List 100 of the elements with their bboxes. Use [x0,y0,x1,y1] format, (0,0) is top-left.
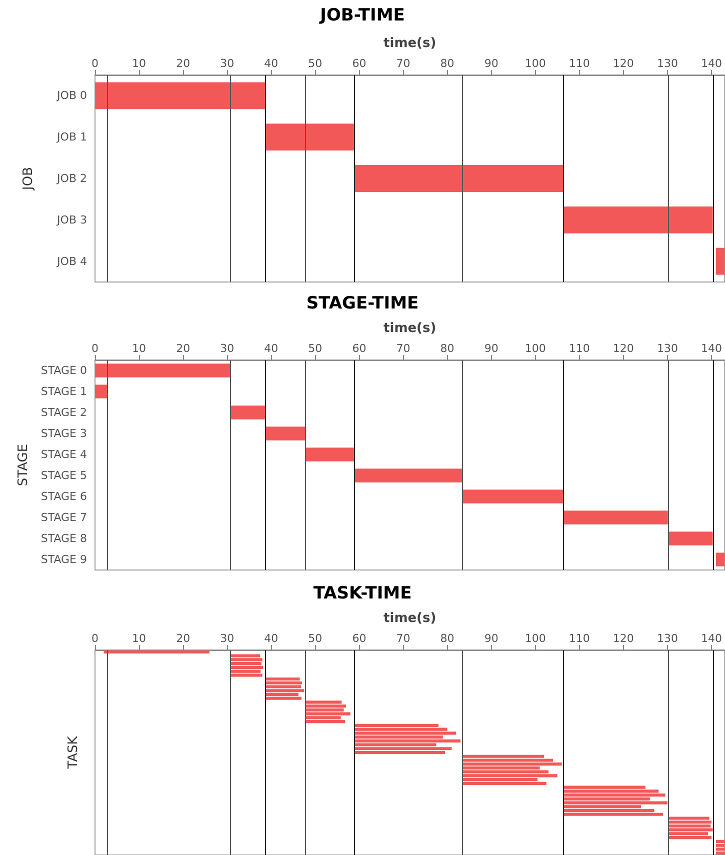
x-tick-label: 140 [701,57,722,70]
bar [716,248,725,275]
x-tick-label: 110 [568,342,590,355]
bar [716,852,725,855]
x-tick-label: 120 [612,57,634,70]
x-tick-label: 130 [656,342,678,355]
y-axis-title: STAGE [16,444,31,486]
x-tick-label: 0 [92,632,98,645]
x-tick-label: 130 [656,57,678,70]
x-tick-label: 50 [308,632,322,645]
x-tick-label: 60 [352,632,366,645]
bar [668,820,712,824]
bar [305,704,346,708]
x-tick-label: 120 [612,342,634,355]
x-tick-label: 70 [396,342,410,355]
y-tick-label: STAGE 9 [40,553,87,566]
x-tick-label: 60 [352,57,366,70]
x-tick-label: 10 [132,342,146,355]
x-tick-label: 80 [440,632,454,645]
bar [265,681,302,684]
x-tick-label: 40 [264,342,278,355]
x-tick-label: 130 [656,632,678,645]
bar [462,782,546,785]
x-axis-title: time(s) [384,321,436,336]
y-axis-title: JOB [21,167,36,191]
y-tick-label: JOB 2 [56,172,87,185]
x-tick-label: 30 [220,57,234,70]
bar [305,712,350,716]
x-tick-label: 20 [176,342,190,355]
bar [265,696,302,700]
y-tick-label: JOB 3 [56,213,87,226]
bar [354,165,564,192]
x-tick-label: 40 [264,632,278,645]
bar [668,816,710,820]
x-tick-label: 100 [524,342,546,355]
bar [265,685,302,688]
bar [230,654,260,658]
y-tick-label: STAGE 1 [40,385,87,398]
bar [265,124,354,151]
bar [230,406,266,420]
y-tick-label: STAGE 4 [40,448,87,461]
bar [265,677,300,681]
x-tick-label: 0 [92,57,98,70]
y-tick-label: STAGE 8 [40,532,87,545]
x-tick-label: 40 [264,57,278,70]
bar [563,812,664,816]
bar [354,732,456,735]
x-tick-label: 70 [396,57,410,70]
x-tick-label: 100 [524,57,546,70]
x-tick-label: 30 [220,342,234,355]
y-tick-label: STAGE 7 [40,511,87,524]
bar [563,801,668,804]
y-tick-label: STAGE 2 [40,406,87,419]
y-tick-label: STAGE 0 [40,364,87,377]
bar [563,794,666,797]
x-tick-label: 30 [220,632,234,645]
bar [668,836,712,840]
bar [462,762,562,766]
x-tick-label: 90 [484,632,498,645]
bar [265,426,306,440]
y-tick-label: STAGE 3 [40,427,87,440]
bar [305,700,342,704]
chart-title: STAGE-TIME [306,294,419,314]
x-tick-label: 140 [701,632,722,645]
bar [95,82,266,110]
bar [265,689,304,692]
x-tick-label: 20 [176,57,190,70]
bar [104,650,210,654]
x-axis-title: time(s) [384,36,436,51]
x-tick-label: 20 [176,632,190,645]
bar [230,670,261,673]
bar [716,848,725,851]
x-tick-label: 80 [440,342,454,355]
y-tick-label: JOB 1 [56,130,87,144]
y-tick-label: STAGE 6 [40,490,87,503]
bar [563,206,713,234]
bar [230,666,264,669]
bar [354,468,463,482]
x-tick-label: 90 [484,342,498,355]
x-tick-label: 110 [568,632,590,645]
chart-title: JOB-TIME [319,6,405,26]
x-tick-label: 60 [352,342,366,355]
bar [305,720,346,724]
bar [462,490,564,504]
bar [95,364,231,378]
x-tick-label: 50 [308,57,322,70]
bar [668,532,713,546]
x-tick-label: 110 [568,57,590,70]
bar [354,747,452,750]
bar [354,739,460,742]
x-tick-label: 10 [132,632,146,645]
x-tick-label: 120 [612,632,634,645]
y-axis-title: TASK [66,736,81,770]
x-tick-label: 100 [524,632,546,645]
bar [230,658,262,662]
x-tick-label: 50 [308,342,322,355]
bar [668,824,711,828]
bar [716,844,725,847]
bar [716,552,725,566]
x-tick-label: 70 [396,632,410,645]
